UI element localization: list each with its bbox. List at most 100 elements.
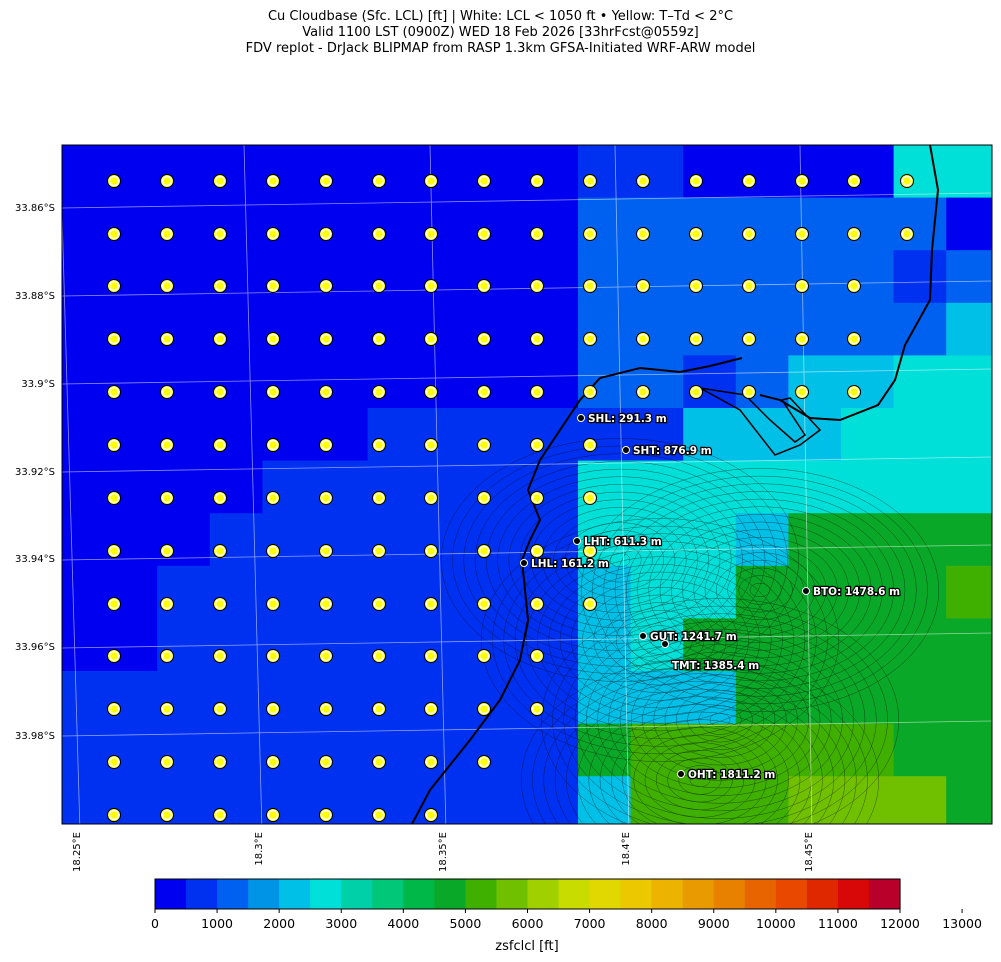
contour-line <box>659 521 861 659</box>
lon-label: 18.3°E <box>254 832 265 866</box>
grid-cell <box>157 302 211 357</box>
parallel <box>62 192 992 209</box>
grid-cell <box>578 197 632 252</box>
marker-ring <box>214 809 226 821</box>
marker-ring <box>796 175 808 187</box>
grid-cell <box>683 829 737 883</box>
marker-ring <box>267 439 279 451</box>
colorbar-swatch <box>341 879 373 909</box>
grid-cell <box>630 197 685 252</box>
map-title-line2: Valid 1100 LST (0900Z) WED 18 Feb 2026 [… <box>302 25 699 40</box>
contour-line <box>508 484 732 636</box>
parallel <box>62 720 992 737</box>
grid-cell <box>946 460 992 515</box>
grid-cell <box>630 355 685 409</box>
contour-line <box>564 522 676 598</box>
grid-cell <box>788 355 842 409</box>
grid-cell <box>315 565 369 620</box>
grid-cell <box>472 776 527 824</box>
marker-ring <box>161 703 173 715</box>
marker-ring <box>743 280 755 292</box>
grid-cell <box>735 671 790 725</box>
grid-cell <box>788 302 842 357</box>
grid-cell <box>472 671 527 725</box>
grid-cell <box>262 565 316 620</box>
grid-cell <box>209 776 264 824</box>
grid-cell <box>525 250 579 304</box>
meridian <box>62 199 81 824</box>
contour-line <box>577 696 823 824</box>
grid-cell <box>157 829 211 883</box>
grid-cell <box>157 723 211 778</box>
marker-ring <box>267 809 279 821</box>
marker-ring <box>425 386 437 398</box>
contour-line <box>541 598 899 824</box>
contour-line <box>566 688 834 824</box>
grid-cell <box>630 145 685 199</box>
colorbar-swatch <box>589 879 622 909</box>
meridian <box>614 145 630 824</box>
grid-cell <box>209 197 264 252</box>
grid-cell <box>104 250 159 304</box>
marker-ring <box>214 703 226 715</box>
marker-ring <box>531 333 543 345</box>
grid-cell <box>315 513 369 567</box>
grid-cell <box>946 302 992 357</box>
station-dot <box>677 770 685 778</box>
marker-ring <box>108 650 120 662</box>
marker-ring <box>425 545 437 557</box>
grid-cell <box>157 565 211 620</box>
grid-cell <box>631 829 685 883</box>
grid-cell <box>209 408 264 462</box>
marker-ring <box>267 703 279 715</box>
colorbar-swatch <box>558 879 591 909</box>
grid-cell <box>367 145 422 199</box>
contour-line <box>627 617 693 663</box>
contour-line <box>586 628 854 812</box>
grid-cell <box>788 145 842 199</box>
grid-cell <box>315 197 369 252</box>
grid-cell <box>946 250 992 304</box>
grid-cell <box>841 776 895 824</box>
lat-label: 33.94°S <box>15 554 55 565</box>
grid-cell <box>735 302 790 357</box>
marker-ring <box>320 809 332 821</box>
marker-ring <box>267 650 279 662</box>
marker-ring <box>848 228 860 240</box>
grid-cell <box>420 565 474 620</box>
marker-ring <box>108 756 120 768</box>
marker-ring <box>478 492 490 504</box>
colorbar-swatch <box>775 879 808 909</box>
marker-ring <box>637 333 649 345</box>
lon-label: 18.35°E <box>438 832 449 872</box>
parallel <box>62 368 992 385</box>
grid-cell <box>946 776 992 824</box>
marker-ring <box>743 386 755 398</box>
marker-ring <box>531 545 543 557</box>
grid-cell <box>209 513 264 567</box>
contour-line <box>667 757 733 803</box>
marker-ring <box>901 228 913 240</box>
marker-ring <box>478 703 490 715</box>
grid-cell <box>736 829 790 883</box>
grid-cell <box>420 671 474 725</box>
grid-cell <box>420 302 474 357</box>
grid-cell <box>62 302 106 357</box>
grid-cell <box>788 460 842 515</box>
grid-cell <box>209 145 264 199</box>
grid-cell <box>683 302 737 357</box>
grid-cell <box>578 408 632 462</box>
grid-cell <box>525 302 579 357</box>
marker-ring <box>214 228 226 240</box>
colorbar-swatch <box>279 879 311 909</box>
grid-cell <box>315 460 369 515</box>
grid-cell <box>578 723 632 778</box>
grid-cell <box>262 618 316 672</box>
colorbar-swatch <box>682 879 715 909</box>
contour-line <box>563 613 877 824</box>
marker-ring <box>373 650 385 662</box>
station-dot <box>573 537 581 545</box>
colorbar-swatch <box>837 879 870 909</box>
station-dot <box>622 446 630 454</box>
marker-ring <box>320 492 332 504</box>
